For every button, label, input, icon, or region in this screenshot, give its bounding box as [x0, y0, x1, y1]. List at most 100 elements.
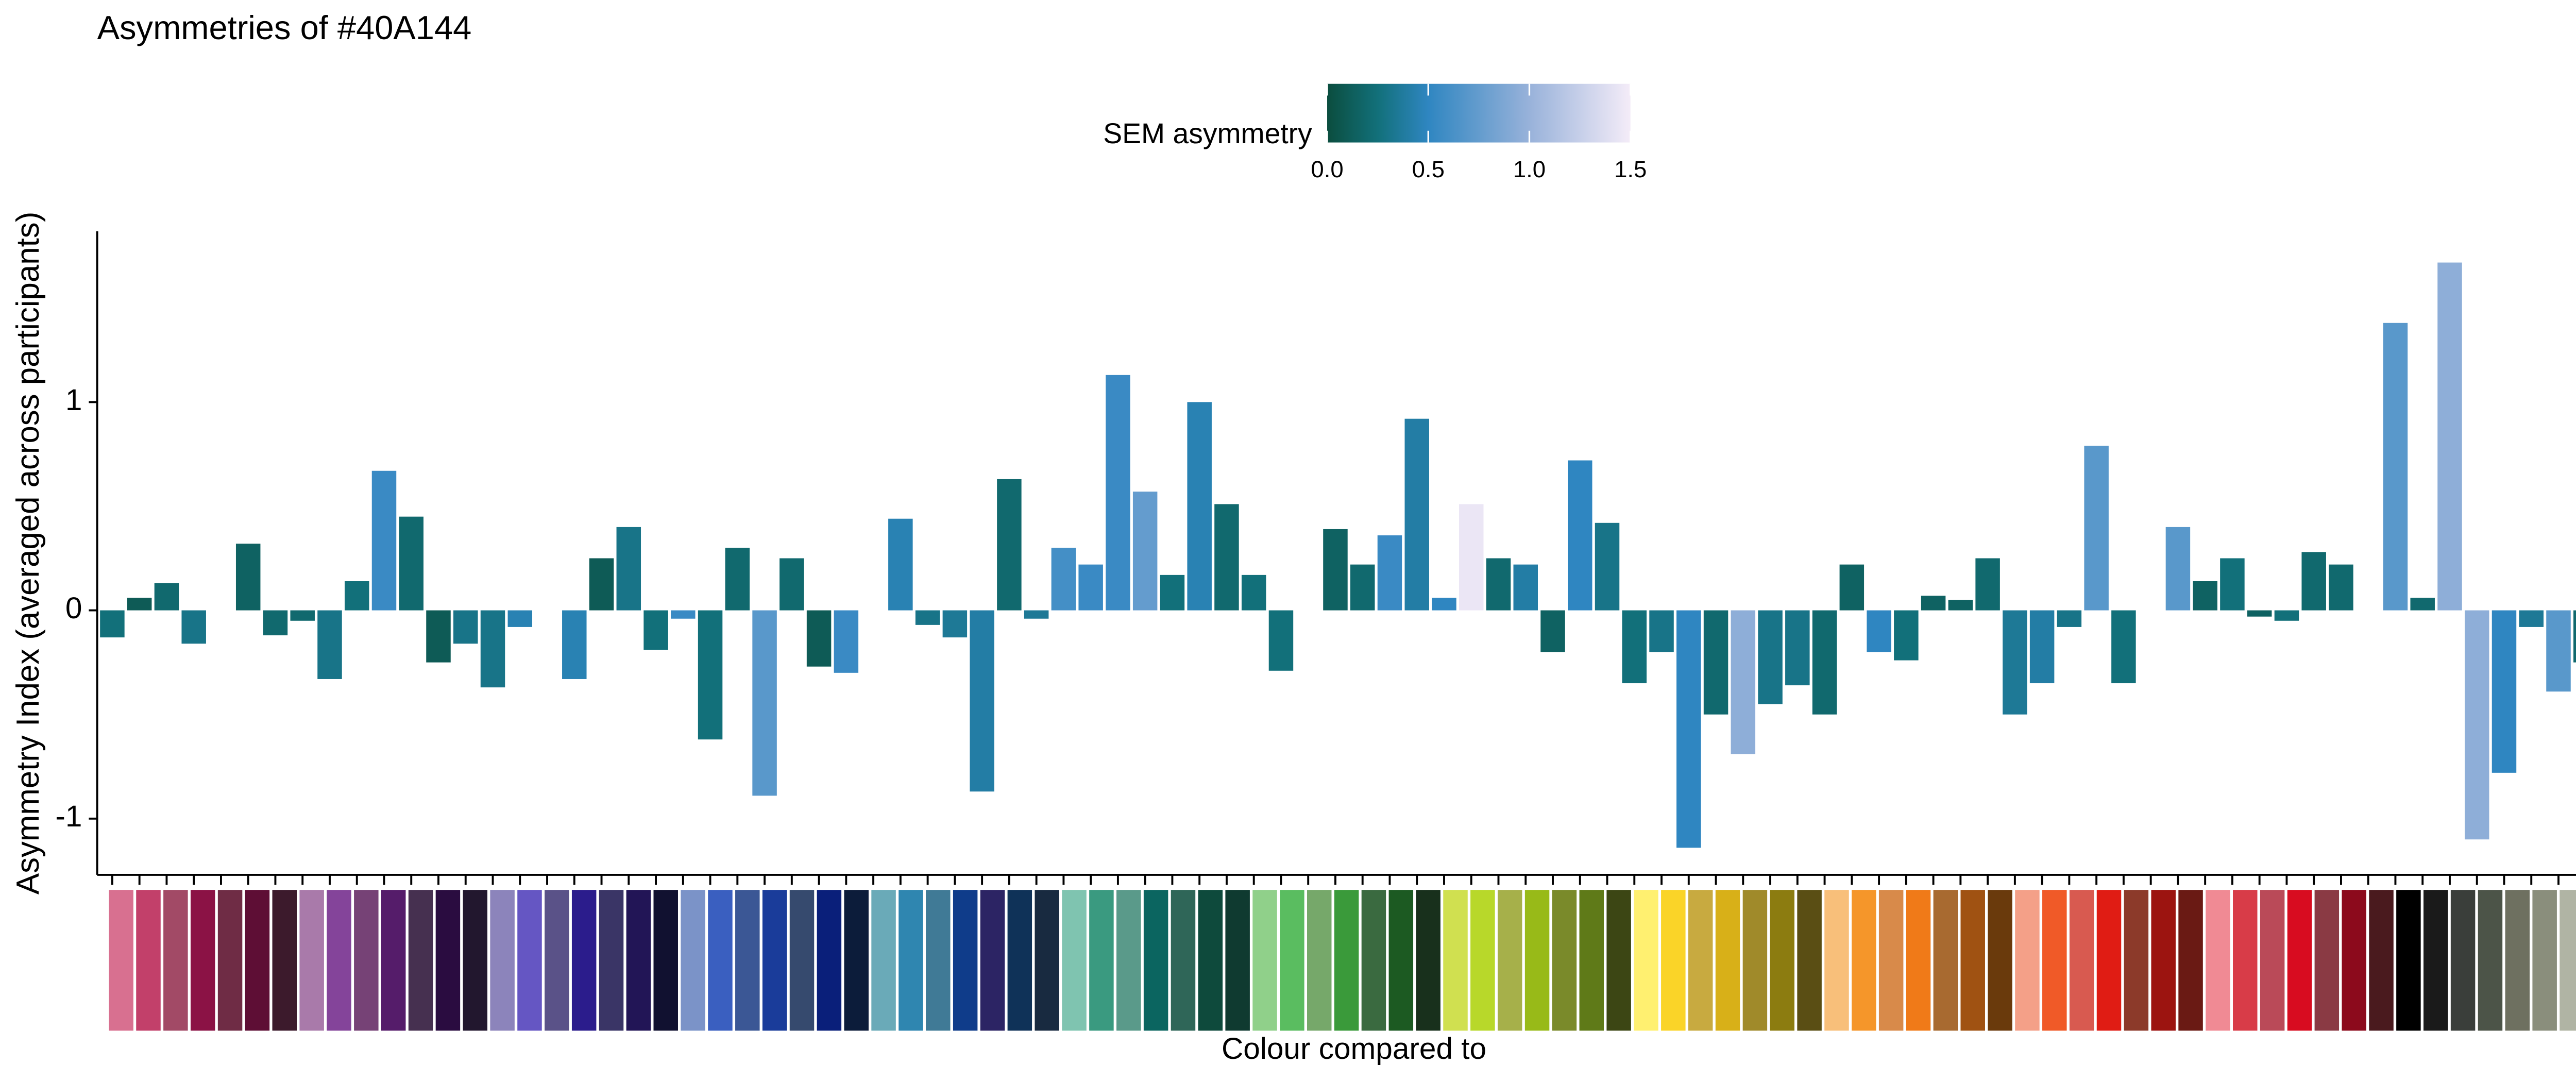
bar: [1377, 535, 1402, 611]
bar: [290, 610, 315, 621]
colour-swatch: [2424, 890, 2448, 1031]
bar: [453, 610, 478, 644]
bar: [2274, 610, 2299, 621]
bar: [2410, 598, 2435, 611]
colour-swatch: [2369, 890, 2394, 1031]
colour-swatch: [1497, 890, 1522, 1031]
bar: [1812, 610, 1837, 715]
bar: [2029, 610, 2055, 684]
colorbar-label: SEM asymmetry: [1103, 117, 1312, 149]
colour-swatch: [926, 890, 951, 1031]
colour-swatch: [2314, 890, 2340, 1031]
bar: [1486, 558, 1511, 611]
colour-swatch: [708, 890, 733, 1031]
colour-swatch: [463, 890, 488, 1031]
bar: [2437, 262, 2462, 611]
bar: [317, 610, 342, 679]
colour-swatch: [2096, 890, 2122, 1031]
colour-swatch: [1688, 890, 1713, 1031]
bar: [997, 479, 1022, 611]
bar: [1676, 610, 1701, 848]
colorbar-tick-label: 1.0: [1513, 156, 1546, 182]
bar: [235, 544, 261, 611]
colour-swatch: [762, 890, 787, 1031]
colorbar-tick-label: 0.5: [1412, 156, 1445, 182]
bar: [2464, 610, 2489, 840]
y-tick-label: 0: [65, 591, 82, 625]
bar: [507, 610, 533, 627]
bar: [1160, 574, 1185, 611]
bar: [1839, 564, 1865, 611]
colour-swatch: [681, 890, 705, 1031]
colour-swatch: [1116, 890, 1141, 1031]
colour-swatch: [2069, 890, 2094, 1031]
bar: [643, 610, 668, 650]
bar: [1024, 610, 1049, 619]
bar: [888, 518, 913, 611]
colour-swatch: [1334, 890, 1359, 1031]
bar: [1867, 610, 1891, 652]
bar: [915, 610, 940, 625]
colour-swatch: [899, 890, 923, 1031]
colour-swatch: [2015, 890, 2040, 1031]
bar: [589, 558, 614, 611]
bar: [2220, 558, 2245, 611]
colour-swatch: [2396, 890, 2421, 1031]
colour-swatch: [1225, 890, 1250, 1031]
colour-swatch: [953, 890, 978, 1031]
colour-swatch: [1252, 890, 1277, 1031]
colour-swatch: [1960, 890, 1985, 1031]
bar: [399, 516, 423, 611]
bar: [1894, 610, 1919, 661]
y-tick-label: -1: [55, 800, 82, 833]
colour-swatch: [1007, 890, 1032, 1031]
bar: [725, 548, 750, 611]
colour-swatch: [1579, 890, 1604, 1031]
bar: [1513, 564, 1538, 611]
bar: [2383, 323, 2408, 611]
bar: [1921, 596, 1946, 611]
bar: [942, 610, 968, 638]
colour-swatch: [299, 890, 324, 1031]
bar: [2111, 610, 2136, 684]
colour-swatch: [381, 890, 406, 1031]
colour-swatch: [2178, 890, 2203, 1031]
colour-swatch: [109, 890, 133, 1031]
colour-swatch: [272, 890, 297, 1031]
bar: [154, 583, 179, 611]
colour-swatch: [136, 890, 161, 1031]
bar: [2057, 610, 2082, 627]
colour-swatch: [599, 890, 624, 1031]
bar: [1622, 610, 1647, 684]
bar: [671, 610, 696, 619]
bar: [1214, 504, 1239, 611]
colour-swatch: [2206, 890, 2230, 1031]
colour-swatch: [1606, 890, 1631, 1031]
colour-swatch: [2532, 890, 2557, 1031]
colour-swatch: [1634, 890, 1658, 1031]
bar: [806, 610, 832, 667]
colour-swatch: [980, 890, 1005, 1031]
bar: [2003, 610, 2027, 715]
bar: [1459, 504, 1484, 611]
colour-swatch: [1089, 890, 1114, 1031]
bar: [2329, 564, 2353, 611]
bar: [1132, 492, 1158, 611]
colour-swatch: [1524, 890, 1550, 1031]
colour-swatch: [327, 890, 351, 1031]
colour-swatch: [1416, 890, 1440, 1031]
bar: [2573, 610, 2576, 663]
bar: [1187, 402, 1212, 611]
colorbar: [1327, 83, 1631, 143]
bar: [426, 610, 451, 663]
bar: [1568, 460, 1592, 611]
colour-swatch: [1388, 890, 1414, 1031]
colour-swatch: [163, 890, 188, 1031]
y-tick-label: 1: [65, 383, 82, 417]
colour-swatch: [490, 890, 515, 1031]
bar: [371, 470, 397, 611]
bar: [1540, 610, 1565, 652]
bar: [181, 610, 206, 644]
bar: [698, 610, 723, 740]
colorbar-tick-label: 1.5: [1614, 156, 1647, 182]
